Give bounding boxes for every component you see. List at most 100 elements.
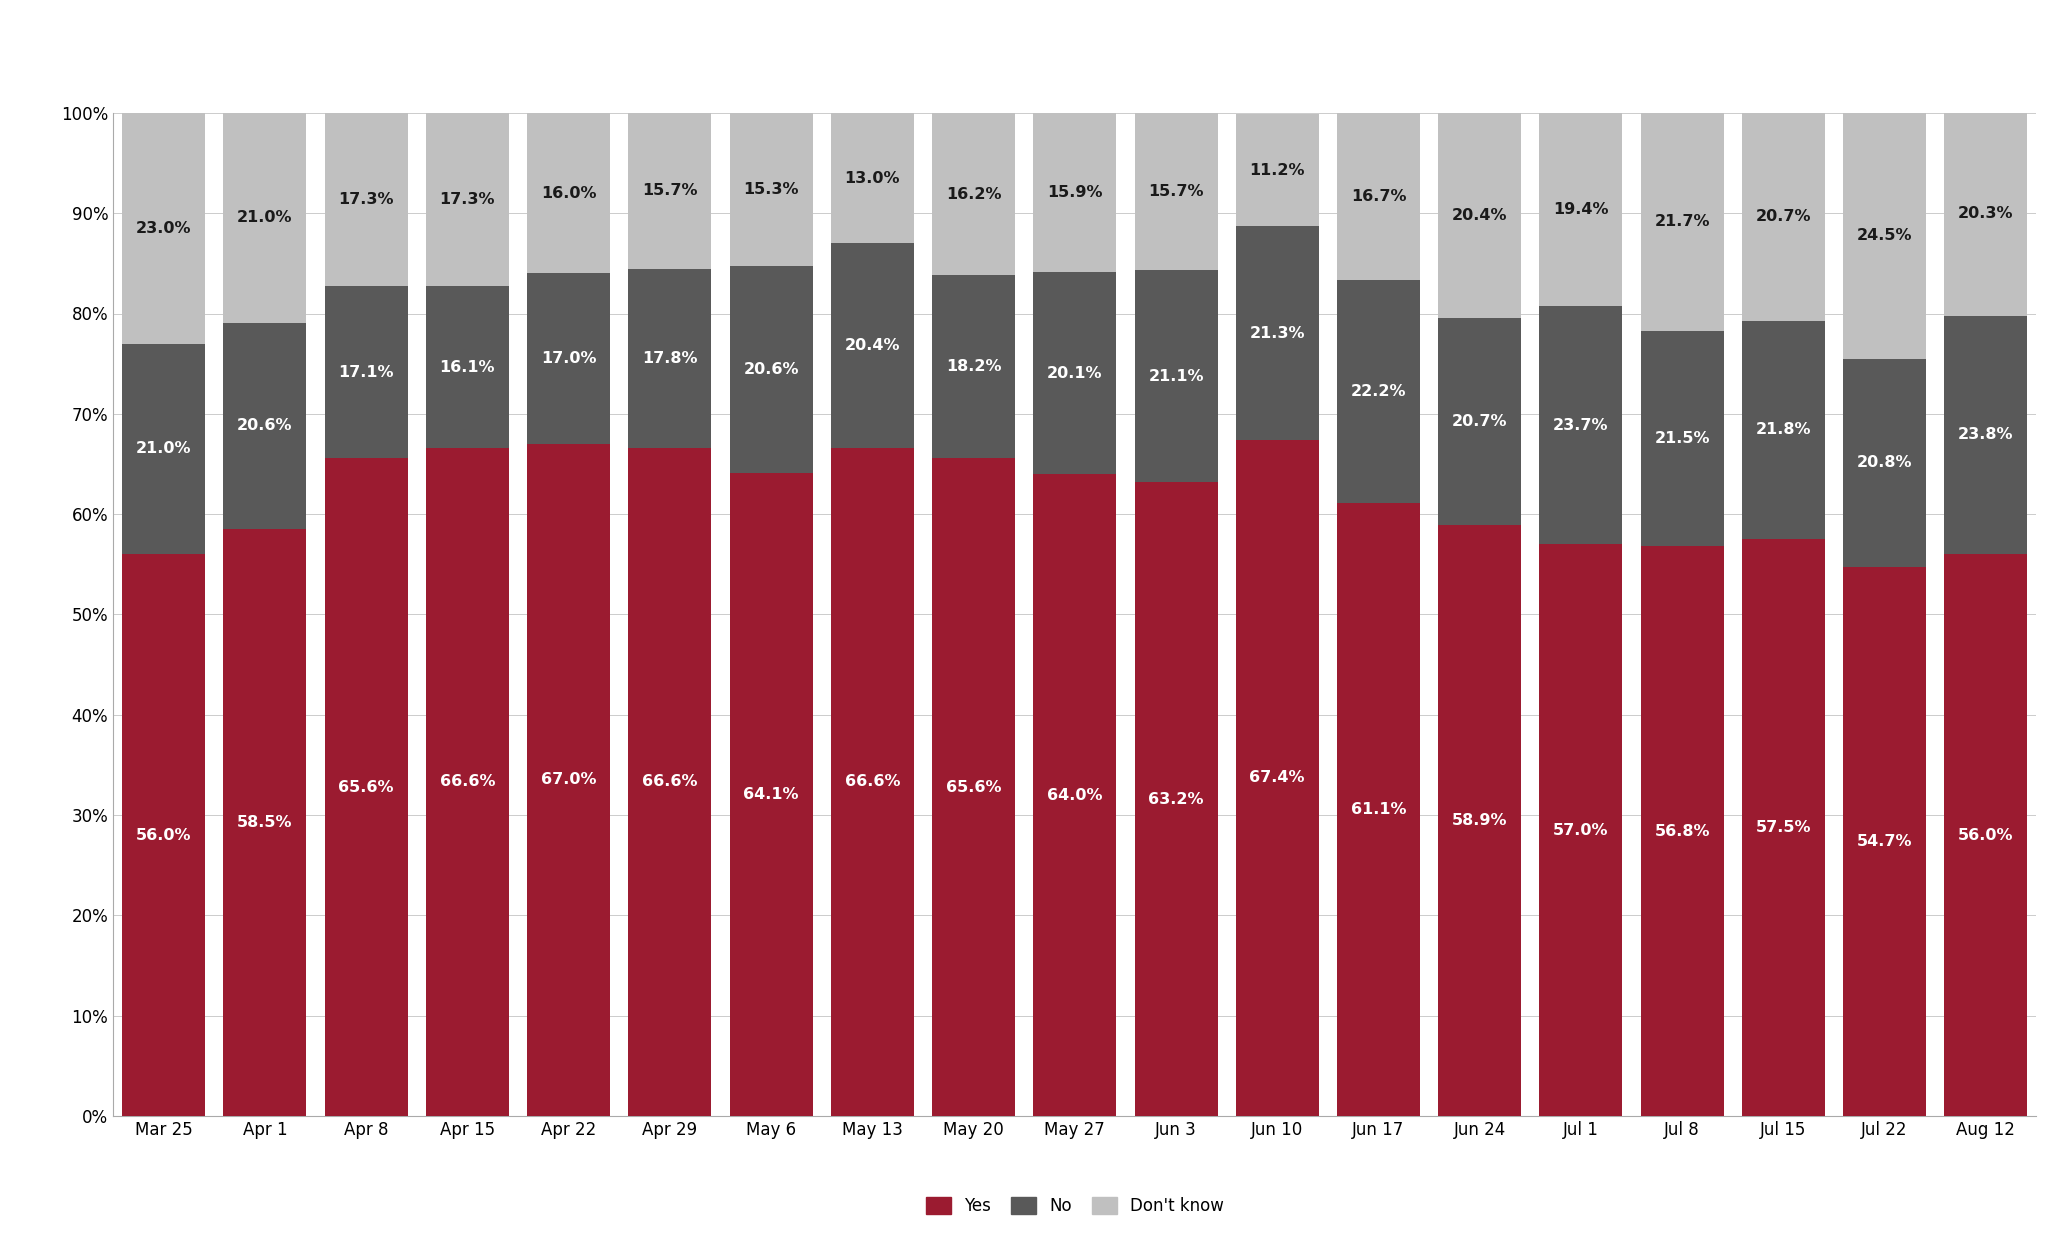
Text: 58.9%: 58.9% xyxy=(1452,813,1508,828)
Text: 58.5%: 58.5% xyxy=(237,815,292,830)
Bar xyxy=(1944,554,2028,1116)
Bar xyxy=(932,458,1014,1116)
Bar xyxy=(1438,113,1522,317)
Text: 66.6%: 66.6% xyxy=(440,775,496,790)
Bar xyxy=(1944,316,2028,554)
Bar xyxy=(1944,112,2028,316)
Text: 16.7%: 16.7% xyxy=(1351,189,1407,204)
Text: 57.5%: 57.5% xyxy=(1755,820,1810,835)
Bar xyxy=(1641,113,1724,331)
Bar xyxy=(1135,113,1218,271)
Text: 17.3%: 17.3% xyxy=(339,192,395,207)
Bar xyxy=(627,270,712,448)
Bar xyxy=(527,273,611,444)
Bar xyxy=(1337,113,1419,281)
Text: 15.7%: 15.7% xyxy=(1148,184,1203,199)
Text: 17.1%: 17.1% xyxy=(339,365,395,380)
Bar xyxy=(121,113,206,344)
Bar xyxy=(1539,306,1623,544)
Bar xyxy=(1135,482,1218,1116)
Bar xyxy=(1843,567,1925,1116)
Bar xyxy=(1236,226,1319,440)
Bar xyxy=(627,112,712,270)
Bar xyxy=(224,322,306,529)
Text: 61.1%: 61.1% xyxy=(1351,803,1407,818)
Text: 20.1%: 20.1% xyxy=(1047,366,1103,381)
Bar xyxy=(831,448,913,1116)
Text: 65.6%: 65.6% xyxy=(946,780,1002,795)
Bar xyxy=(1843,359,1925,567)
Bar xyxy=(121,344,206,554)
Text: 20.7%: 20.7% xyxy=(1452,414,1508,429)
Bar xyxy=(1438,317,1522,525)
Bar xyxy=(1843,113,1925,359)
Text: 21.5%: 21.5% xyxy=(1654,431,1709,446)
Bar xyxy=(1135,271,1218,482)
Bar xyxy=(1539,112,1623,306)
Bar xyxy=(1641,331,1724,547)
Bar xyxy=(831,113,913,243)
Text: 20.8%: 20.8% xyxy=(1857,455,1913,470)
Text: 54.7%: 54.7% xyxy=(1857,834,1913,849)
Bar xyxy=(1337,503,1419,1116)
Bar xyxy=(224,112,306,322)
Bar xyxy=(1438,525,1522,1116)
Bar xyxy=(325,286,407,458)
Text: 66.6%: 66.6% xyxy=(642,775,697,790)
Text: 20.7%: 20.7% xyxy=(1755,209,1810,224)
Text: 56.8%: 56.8% xyxy=(1654,824,1709,839)
Text: 56.0%: 56.0% xyxy=(136,828,191,843)
Bar xyxy=(527,444,611,1116)
Text: 67.4%: 67.4% xyxy=(1249,770,1304,785)
Text: Figure 11. All Respondents: Expectation To Behave Differently/Retain Changed Way: Figure 11. All Respondents: Expectation … xyxy=(25,43,1407,61)
Bar xyxy=(426,113,508,286)
Text: 20.4%: 20.4% xyxy=(845,339,901,354)
Bar xyxy=(1337,281,1419,503)
Bar xyxy=(325,113,407,286)
Text: 19.4%: 19.4% xyxy=(1553,202,1609,217)
Bar xyxy=(224,529,306,1116)
Text: 22.2%: 22.2% xyxy=(1351,384,1407,399)
Text: 64.0%: 64.0% xyxy=(1047,788,1103,803)
Bar xyxy=(121,554,206,1116)
Text: 24.5%: 24.5% xyxy=(1857,228,1913,243)
Bar xyxy=(426,448,508,1116)
Text: 23.0%: 23.0% xyxy=(136,221,191,236)
Text: 16.1%: 16.1% xyxy=(440,360,496,375)
Text: 15.9%: 15.9% xyxy=(1047,186,1103,201)
Text: 57.0%: 57.0% xyxy=(1553,823,1609,838)
Text: 21.0%: 21.0% xyxy=(237,209,292,224)
Legend: Yes, No, Don't know: Yes, No, Don't know xyxy=(917,1189,1232,1223)
Text: 11.2%: 11.2% xyxy=(1249,163,1304,178)
Text: 21.3%: 21.3% xyxy=(1249,326,1304,341)
Text: 21.8%: 21.8% xyxy=(1755,423,1810,438)
Bar xyxy=(730,266,813,473)
Text: 18.2%: 18.2% xyxy=(946,359,1002,374)
Text: 23.7%: 23.7% xyxy=(1553,418,1609,433)
Text: 56.0%: 56.0% xyxy=(1958,828,2014,843)
Text: 21.1%: 21.1% xyxy=(1148,369,1203,384)
Bar xyxy=(1033,474,1117,1116)
Text: 64.1%: 64.1% xyxy=(743,788,798,803)
Bar xyxy=(1539,544,1623,1116)
Bar xyxy=(1641,547,1724,1116)
Text: 16.0%: 16.0% xyxy=(541,186,597,201)
Text: 20.6%: 20.6% xyxy=(743,362,798,377)
Bar xyxy=(932,113,1014,276)
Bar xyxy=(730,473,813,1116)
Text: 63.2%: 63.2% xyxy=(1148,791,1203,806)
Bar xyxy=(1742,539,1825,1116)
Bar xyxy=(627,448,712,1116)
Bar xyxy=(932,276,1014,458)
Bar xyxy=(426,286,508,448)
Bar xyxy=(831,243,913,448)
Text: 17.8%: 17.8% xyxy=(642,351,697,366)
Text: 16.2%: 16.2% xyxy=(946,187,1002,202)
Text: 65.6%: 65.6% xyxy=(339,780,395,795)
Text: 20.4%: 20.4% xyxy=(1452,208,1508,223)
Bar xyxy=(1033,113,1117,272)
Bar xyxy=(1236,440,1319,1116)
Text: 21.7%: 21.7% xyxy=(1654,214,1709,229)
Text: 13.0%: 13.0% xyxy=(845,171,901,186)
Text: 20.3%: 20.3% xyxy=(1958,206,2014,221)
